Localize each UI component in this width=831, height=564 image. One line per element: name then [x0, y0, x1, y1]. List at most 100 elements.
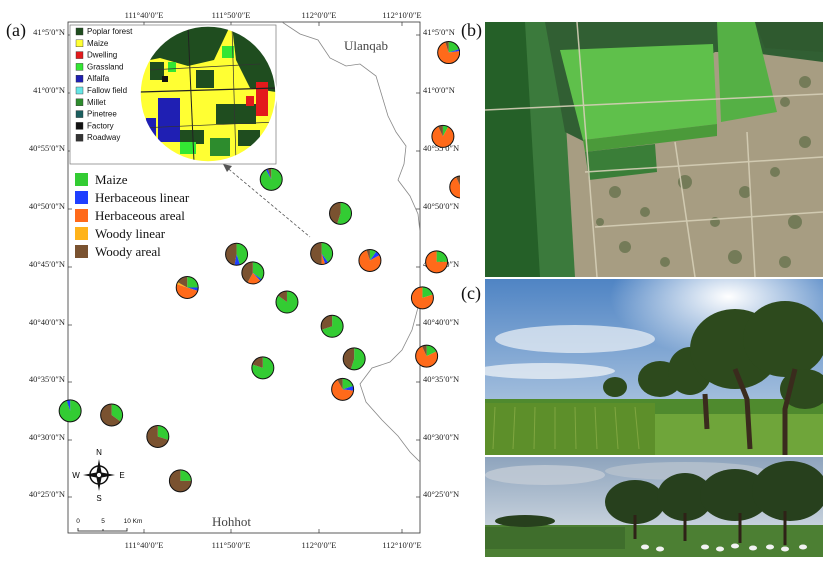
site-pie-21: [168, 469, 192, 493]
site-pie-4-outline: [329, 201, 353, 225]
site-pie-12-outline: [275, 290, 299, 314]
lat-label-right-3: 40°55′0″N: [423, 143, 459, 153]
lon-label-top-3: 112°0′0″E: [302, 10, 337, 20]
site-pie-19-outline: [100, 403, 124, 427]
site-pie-19-slice-4: [100, 404, 121, 426]
lat-labels-left: 41°5′0″N 41°0′0″N 40°55′0″N 40°50′0″N 40…: [29, 27, 65, 499]
site-pie-5-slice-1: [234, 254, 240, 266]
site-pie-1-slice-2: [431, 126, 454, 148]
lon-label-bottom-4: 112°10′0″E: [382, 540, 421, 550]
place-label-ulanqab: Ulanqab: [344, 38, 388, 53]
site-pie-8-slice-2: [425, 250, 448, 273]
study-area-boundary: [281, 22, 420, 470]
site-pie-1-outline: [431, 124, 455, 148]
site-pie-15-slice-4: [343, 347, 355, 370]
site-pie-6-outline: [310, 242, 334, 266]
site-pie-13-slice-4: [321, 315, 333, 330]
site-pie-12-slice-0: [275, 291, 298, 314]
site-pie-8: [425, 250, 449, 274]
site-pie-10-outline: [175, 275, 199, 299]
site-pie-11: [410, 286, 434, 310]
scale-label-0: 0: [76, 518, 80, 525]
site-pie-12: [275, 290, 299, 314]
site-pie-17-slice-0: [342, 378, 354, 390]
pie-legend-label-3: Woody linear: [95, 226, 166, 241]
site-pie-6-slice-0: [321, 242, 333, 263]
site-pie-4: [329, 201, 353, 225]
site-pie-17-slice-4: [337, 378, 343, 390]
site-pie-18-slice-0: [59, 399, 82, 422]
pie-legend-label-0: Maize: [95, 172, 128, 187]
site-pie-17-slice-2: [331, 379, 354, 401]
panel-label-a: (a): [6, 20, 26, 40]
inset-legend-swatch-9: [75, 133, 84, 142]
site-pie-10-slice-0: [187, 276, 199, 288]
compass-e: E: [119, 471, 124, 480]
site-pie-14-slice-2: [415, 346, 438, 368]
lat-label-right-9: 40°25′0″N: [423, 489, 459, 499]
inset-legend-label-6: Millet: [87, 98, 106, 107]
lon-label-bottom-3: 112°0′0″E: [302, 540, 337, 550]
site-pie-21-outline: [168, 469, 192, 493]
site-pie-10-slice-2: [176, 284, 198, 299]
site-pie-0-slice-1: [448, 49, 460, 53]
site-pie-14: [415, 344, 439, 368]
lon-label-top-1: 111°40′0″E: [125, 10, 164, 20]
site-pie-2-slice-4: [456, 176, 460, 186]
lat-label-left-8: 40°30′0″N: [29, 432, 65, 442]
site-pie-0: [437, 41, 460, 65]
lat-label-left-4: 40°50′0″N: [29, 201, 65, 211]
site-pie-15-outline: [342, 347, 366, 371]
site-pie-16: [251, 356, 275, 380]
site-pie-19: [100, 403, 124, 427]
site-pie-7-slice-0: [369, 249, 377, 261]
site-pie-13-slice-0: [321, 315, 344, 338]
lat-label-left-6: 40°40′0″N: [29, 317, 65, 327]
site-pie-3-slice-1: [265, 168, 272, 180]
inset-legend-label-0: Poplar forest: [87, 27, 133, 36]
inset-legend-label-7: Pinetree: [87, 110, 117, 119]
lat-label-left-9: 40°25′0″N: [29, 489, 65, 499]
inset-legend-swatch-6: [75, 98, 84, 107]
site-pie-17: [331, 377, 355, 401]
pie-legend-label-2: Herbaceous areal: [95, 208, 185, 223]
site-pie-1: [431, 124, 455, 148]
pie-legend-swatch-3: [75, 227, 88, 240]
site-pie-7-slice-4: [366, 249, 370, 261]
inset-legend-swatch-5: [75, 86, 84, 95]
inset-legend-label-3: Grassland: [87, 62, 123, 71]
site-pie-9-slice-1: [252, 272, 262, 281]
site-pie-1-slice-0: [442, 125, 449, 137]
compass-w: W: [72, 471, 80, 480]
lat-label-right-1: 41°5′0″N: [423, 27, 455, 37]
site-pie-15-slice-0: [350, 347, 366, 370]
scale-label-5: 5: [101, 518, 105, 525]
site-pie-0-slice-0: [448, 41, 460, 53]
site-pie-14-slice-0: [426, 345, 437, 357]
site-pie-21-slice-4: [169, 469, 192, 492]
site-pie-9-slice-2: [247, 272, 261, 284]
site-pie-7-outline: [358, 248, 382, 272]
lat-label-right-8: 40°30′0″N: [423, 432, 459, 442]
site-pie-8-outline: [425, 250, 449, 274]
inset-legend-swatch-3: [75, 63, 84, 71]
site-pie-3-slice-0: [260, 168, 283, 191]
inset-legend-swatch-4: [75, 74, 84, 83]
site-pie-14-outline: [415, 344, 439, 368]
site-pie-20-slice-0: [157, 425, 169, 440]
place-label-hohhot: Hohhot: [212, 514, 251, 529]
site-pie-13-outline: [320, 314, 344, 338]
pie-legend: Maize Herbaceous linear Herbaceous areal Wo…: [75, 172, 190, 259]
site-pie-6-slice-4: [310, 242, 322, 265]
inset-legend-label-5: Fallow field: [87, 86, 127, 95]
inset-legend-label-4: Alfalfa: [87, 74, 110, 83]
pie-legend-swatch-0: [75, 173, 88, 186]
site-pie-15: [342, 347, 366, 371]
site-pie-14-slice-4: [421, 345, 427, 357]
pie-legend-label-1: Herbaceous linear: [95, 190, 190, 205]
pie-legend-swatch-4: [75, 245, 88, 258]
north-arrow: N S E W: [72, 448, 124, 503]
panel-label-c: (c): [461, 283, 481, 303]
site-pie-16-slice-4: [252, 356, 263, 368]
site-pie-2: [449, 175, 460, 199]
